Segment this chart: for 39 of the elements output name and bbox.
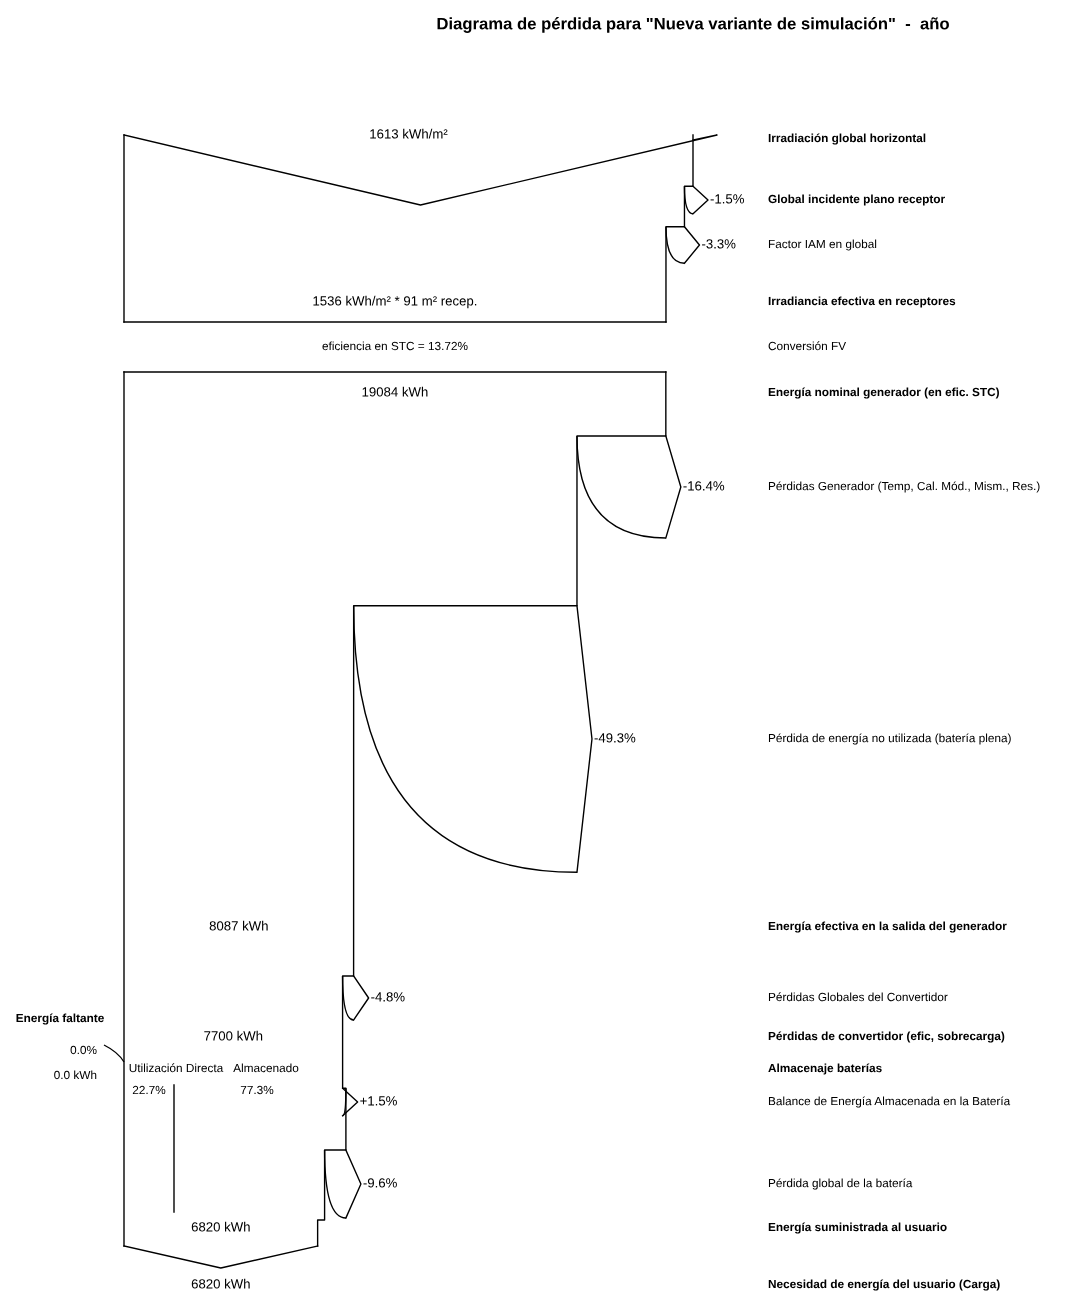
category-label: Global incidente plano receptor: [768, 194, 945, 206]
data-label: 6820 kWh: [191, 1221, 250, 1232]
category-label: Pérdida global de la batería: [768, 1178, 913, 1190]
data-label: -16.4%: [683, 481, 725, 491]
data-label: 19084 kWh: [362, 386, 428, 397]
data-label: -49.3%: [594, 733, 636, 743]
text: 22.7%: [132, 1085, 166, 1095]
text: Energía faltante: [16, 1013, 104, 1025]
category-label: Conversión FV: [768, 341, 847, 351]
text: Almacenado: [233, 1063, 299, 1073]
text: 77.3%: [240, 1085, 274, 1095]
data-label: -9.6%: [363, 1178, 397, 1188]
data-label: 8087 kWh: [209, 920, 268, 931]
category-label: Almacenaje baterías: [768, 1063, 882, 1075]
data-label: 7700 kWh: [204, 1030, 263, 1041]
category-label: Pérdidas de convertidor (efic, sobrecarga): [768, 1031, 1005, 1043]
text: 0.0 kWh: [54, 1070, 97, 1080]
data-label: +1.5%: [360, 1096, 397, 1106]
category-label: Pérdidas Globales del Convertidor: [768, 992, 948, 1002]
category-label: Balance de Energía Almacenada en la Batería: [768, 1096, 1011, 1108]
text: 0.0%: [70, 1045, 97, 1055]
category-label: Irradiancia efectiva en receptores: [768, 296, 956, 308]
text: eficiencia en STC = 13.72%: [322, 341, 468, 351]
category-label: Irradiación global horizontal: [768, 133, 926, 145]
category-label: Energía suministrada al usuario: [768, 1222, 947, 1234]
data-label: -4.8%: [371, 992, 405, 1002]
text: Utilización Directa: [129, 1063, 224, 1073]
category-label: Necesidad de energía del usuario (Carga): [768, 1279, 1000, 1291]
data-label: -3.3%: [702, 239, 736, 249]
category-label: Factor IAM en global: [768, 239, 877, 251]
category-label: Pérdida de energía no utilizada (batería plena): [768, 733, 1011, 745]
data-label: 6820 kWh: [191, 1278, 250, 1289]
data-label: 1613 kWh/m²: [370, 128, 448, 139]
category-label: Pérdidas Generador (Temp, Cal. Mód., Mism., Res.): [768, 481, 1040, 493]
data-label: 1536 kWh/m² * 91 m² recep.: [313, 295, 477, 309]
category-label: Energía nominal generador (en efic. STC): [768, 387, 999, 399]
category-label: Energía efectiva en la salida del generador: [768, 921, 1007, 933]
text: Diagrama de pérdida para "Nueva variante de simulación" - año: [437, 17, 949, 33]
data-label: -1.5%: [710, 194, 744, 204]
